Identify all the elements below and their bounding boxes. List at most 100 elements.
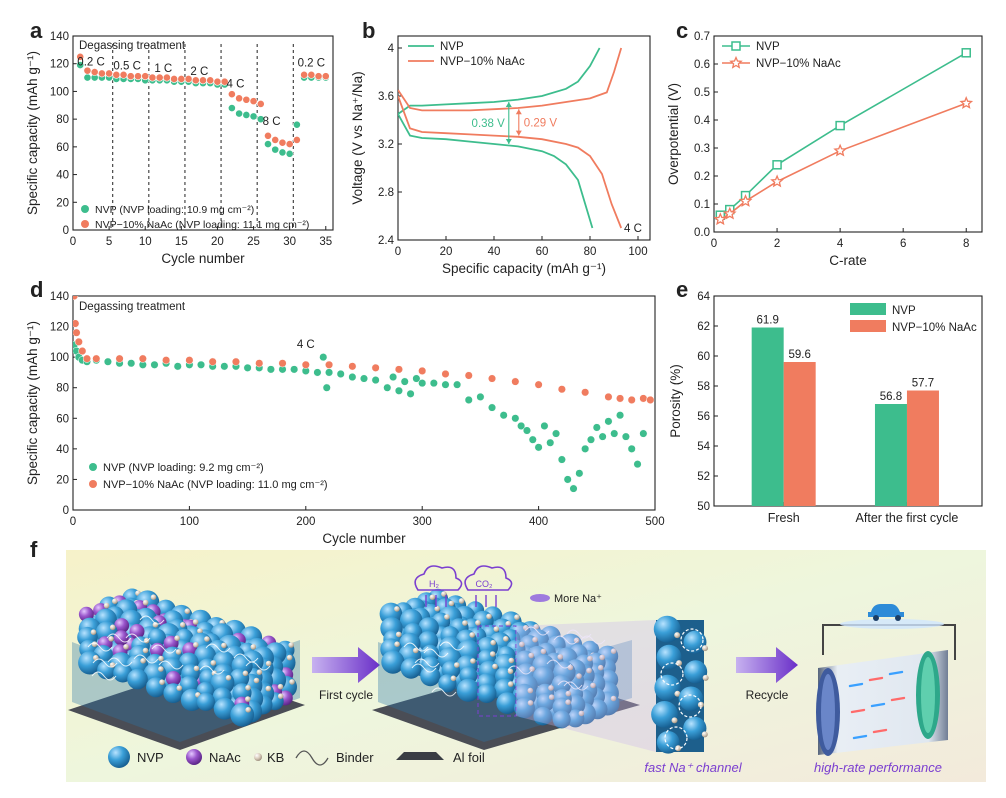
kb-particle: [519, 641, 525, 648]
panel-f-schematic: First cycle H₂ CO₂ More Na⁺ fast Na: [66, 550, 986, 782]
kb-particle: [462, 620, 468, 626]
binder-strand: [557, 680, 583, 690]
kb-particle: [197, 628, 203, 634]
kb-particle: [158, 655, 164, 662]
series-0-point: [499, 411, 508, 420]
y-tick-label: 52: [697, 471, 710, 483]
h2-label: H₂: [429, 579, 439, 589]
legend-nvp-sphere: [108, 746, 130, 768]
x-tick-label: 5: [106, 236, 112, 248]
plot-frame: [713, 35, 983, 233]
kb-particle: [578, 710, 585, 717]
y-tick-label: 40: [56, 444, 69, 456]
panel-a-rate-capability: 0 20 40 60 80 100 120 140 0 5 10 15 20 25 30 35 Cycle nu…: [25, 31, 334, 266]
y-tick-label: 64: [697, 291, 710, 303]
y-tick-label: 100: [50, 352, 69, 364]
kb-particle: [548, 685, 554, 691]
kb-particle: [140, 658, 146, 664]
series-0-point: [406, 389, 415, 398]
series-1-point: [208, 357, 217, 366]
kb-particle: [486, 613, 492, 620]
binder-strand: [414, 658, 440, 668]
series-0-point: [348, 372, 357, 382]
kb-particle: [242, 670, 249, 677]
kb-particle: [507, 668, 514, 675]
series-1-point: [97, 69, 106, 78]
kb-particle: [192, 619, 199, 625]
legend-marker-1: [81, 220, 89, 228]
kb-particle: [458, 598, 465, 604]
legend-nvp-label: NVP: [137, 750, 164, 765]
bar-1-1: [906, 390, 939, 506]
bar-1-0: [783, 362, 816, 506]
nvp-sphere: [678, 686, 704, 712]
nvp-sphere: [147, 628, 166, 647]
kb-particle: [221, 642, 227, 649]
series-0-point: [581, 444, 590, 453]
x-tick-label: 6: [900, 238, 906, 250]
nvp-sphere: [654, 674, 681, 701]
binder-strand: [205, 643, 231, 653]
series-1-point: [278, 138, 287, 147]
kb-particle: [505, 620, 512, 627]
series-0-point: [522, 426, 532, 435]
series-1-point: [278, 359, 287, 368]
y-tick-label: 56: [697, 411, 710, 423]
y-tick-label: 120: [50, 322, 69, 334]
series-1-point: [255, 359, 264, 368]
bar-value-label: 56.8: [880, 391, 902, 403]
rate-label: 4 C: [624, 223, 642, 235]
y-tick-label: 80: [56, 383, 69, 395]
binder-strand: [233, 653, 259, 663]
series-0-point: [285, 149, 294, 158]
series-0-point: [83, 73, 92, 82]
binder-strand: [133, 654, 159, 664]
binder-strand: [245, 661, 271, 671]
kb-particle: [286, 654, 293, 661]
legend-marker-0: [89, 463, 97, 471]
panel-letter-c: c: [676, 18, 688, 43]
kb-particle: [676, 660, 683, 667]
y-tick-label: 3.6: [378, 91, 394, 103]
legend-label-0: NVP: [440, 41, 464, 53]
series-1-point: [231, 357, 241, 366]
kb-particle: [548, 694, 555, 700]
kb-particle: [532, 636, 538, 643]
binder-strand: [92, 658, 118, 668]
binder-strand: [431, 687, 457, 697]
ion-dash: [872, 728, 888, 734]
binder-strand: [139, 615, 165, 625]
y-axis-label: Specific capacity (mAh g⁻¹): [25, 321, 40, 485]
series-0-point: [394, 386, 403, 395]
plot-frame: [72, 35, 334, 231]
naac-sphere: [114, 618, 130, 634]
series-0-point: [242, 111, 251, 119]
series-1-point: [73, 319, 80, 328]
battery-cell: [816, 604, 956, 756]
panel-c-overpotential: 0.0 0.1 0.2 0.3 0.4 0.5 0.6 0.7 0 2 4 6 8 C-rate Overp…: [666, 31, 983, 268]
panel-letter-d: d: [30, 277, 43, 302]
ion-dash: [852, 734, 868, 740]
x-tick-label: 0: [711, 238, 717, 250]
binder-strand: [411, 663, 437, 673]
binder-strand: [524, 626, 550, 636]
kb-particle: [394, 606, 400, 612]
series-1-point: [256, 100, 265, 108]
kb-particle: [540, 648, 547, 655]
nvp-sphere: [477, 683, 497, 703]
series-1-point: [604, 392, 613, 401]
series-0-point: [487, 403, 497, 412]
gap-label-0: 0.38 V: [472, 118, 506, 130]
kb-particle: [184, 608, 191, 614]
x-tick-label: 35: [319, 236, 332, 248]
series-1-point: [78, 346, 87, 356]
legend-naac-label: NaAc: [209, 750, 241, 765]
kb-particle: [253, 677, 260, 684]
x-axis-label: Cycle number: [161, 251, 245, 266]
series-0-point: [476, 392, 485, 401]
binder-strand: [566, 629, 592, 639]
series-0-point: [464, 395, 473, 404]
legend-binder-label: Binder: [336, 750, 374, 765]
kb-particle: [245, 696, 251, 702]
series-0-point: [400, 377, 409, 386]
